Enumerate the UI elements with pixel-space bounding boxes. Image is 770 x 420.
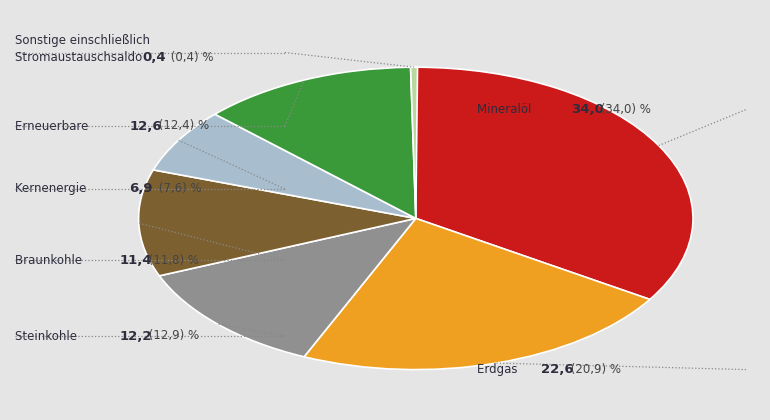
Wedge shape: [159, 218, 416, 357]
Text: (0,4) %: (0,4) %: [167, 51, 213, 64]
Text: Kernenergie: Kernenergie: [15, 183, 94, 195]
Wedge shape: [139, 170, 416, 276]
Text: (11,8) %: (11,8) %: [145, 254, 199, 267]
Text: 12,6: 12,6: [129, 120, 162, 132]
Text: 12,2: 12,2: [119, 330, 152, 342]
Text: Stromaustauschsaldo: Stromaustauschsaldo: [15, 51, 150, 64]
Text: 11,4: 11,4: [119, 254, 152, 267]
Text: (20,9) %: (20,9) %: [567, 363, 621, 376]
Text: Mineralöl: Mineralöl: [477, 103, 539, 116]
Wedge shape: [410, 67, 417, 218]
Wedge shape: [416, 67, 693, 299]
Text: 6,9: 6,9: [129, 183, 153, 195]
Text: (34,0) %: (34,0) %: [597, 103, 651, 116]
Text: 22,6: 22,6: [541, 363, 574, 376]
Text: 0,4: 0,4: [142, 51, 166, 64]
Text: (7,6) %: (7,6) %: [155, 183, 202, 195]
Text: Erneuerbare: Erneuerbare: [15, 120, 96, 132]
Wedge shape: [304, 218, 650, 370]
Wedge shape: [215, 67, 416, 218]
Text: (12,4) %: (12,4) %: [155, 120, 209, 132]
Text: Braunkohle: Braunkohle: [15, 254, 90, 267]
Text: Steinkohle: Steinkohle: [15, 330, 85, 342]
Wedge shape: [153, 114, 416, 218]
Text: Sonstige einschließlich: Sonstige einschließlich: [15, 34, 150, 47]
Text: 34,0: 34,0: [571, 103, 604, 116]
Text: (12,9) %: (12,9) %: [145, 330, 199, 342]
Text: Erdgas: Erdgas: [477, 363, 525, 376]
